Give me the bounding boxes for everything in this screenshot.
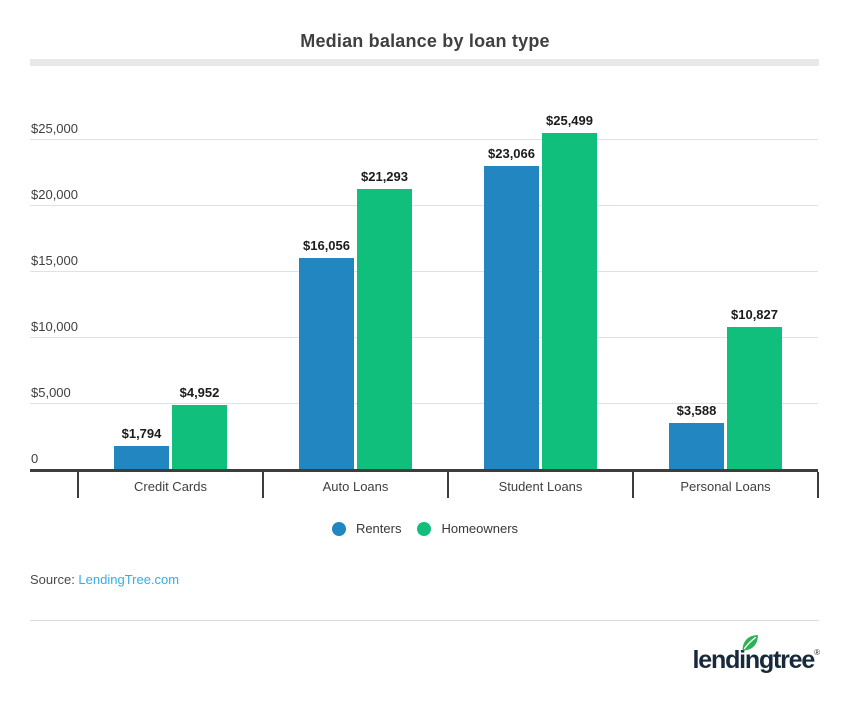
bar-value-label: $25,499 [546,113,593,129]
bar-value-label: $21,293 [361,168,408,184]
source-link[interactable]: LendingTree.com [78,572,180,587]
legend-item-homeowners: Homeowners [417,521,518,536]
bar-value-label: $4,952 [179,384,220,400]
bar-homeowners-student-loans [542,133,597,470]
lendingtree-logo: lendingtree® [692,635,820,686]
bar-value-label: $1,794 [121,426,162,442]
bar-value-label: $10,827 [731,307,778,323]
source-line: Source: LendingTree.com [30,572,179,587]
y-tick-label: $20,000 [31,187,78,202]
leaf-icon [739,633,761,653]
bar-renters-auto-loans [299,258,354,470]
category-label: Student Loans [498,479,583,494]
gridline [30,337,818,338]
bar-renters-credit-cards [114,446,169,470]
title-underline-bar [30,59,819,66]
legend-label: Renters [355,521,402,536]
x-axis-tick [632,472,634,498]
category-label: Credit Cards [134,479,207,494]
bar-value-label: $16,056 [303,238,350,254]
bar-homeowners-personal-loans [727,327,782,470]
chart-title: Median balance by loan type [300,31,550,51]
category-label: Auto Loans [322,479,389,494]
gridline [30,139,818,140]
bar-homeowners-credit-cards [172,404,227,470]
category-label: Personal Loans [680,479,771,494]
y-tick-label: 0 [31,451,39,466]
logo-wordmark: lendingtree [692,646,816,674]
gridline [30,271,818,272]
source-prefix: Source: [30,572,79,587]
bar-homeowners-auto-loans [357,188,412,470]
footer-divider [30,620,819,621]
legend-dot-icon [417,521,432,536]
bar-renters-personal-loans [669,422,724,470]
plot-area: 0 $5,000 $10,000 $15,000 $20,000 $25,000 $1,79… [30,113,819,498]
bar-value-label: $23,066 [488,145,535,161]
x-axis-tick [77,472,79,498]
y-tick-label: $5,000 [31,385,71,400]
registered-mark: ® [814,648,820,657]
y-tick-label: $25,000 [31,121,78,136]
legend-label: Homeowners [441,521,519,536]
x-axis-line [30,469,818,472]
y-tick-label: $10,000 [31,319,78,334]
legend: Renters Homeowners [0,521,850,536]
y-tick-label: $15,000 [31,253,78,268]
bar-renters-student-loans [484,165,539,470]
x-axis-tick [447,472,449,498]
bar-value-label: $3,588 [676,402,717,418]
gridline [30,205,818,206]
x-axis-tick [817,472,819,498]
legend-dot-icon [331,521,346,536]
gridline [30,403,818,404]
legend-item-renters: Renters [331,521,402,536]
x-axis-tick [262,472,264,498]
